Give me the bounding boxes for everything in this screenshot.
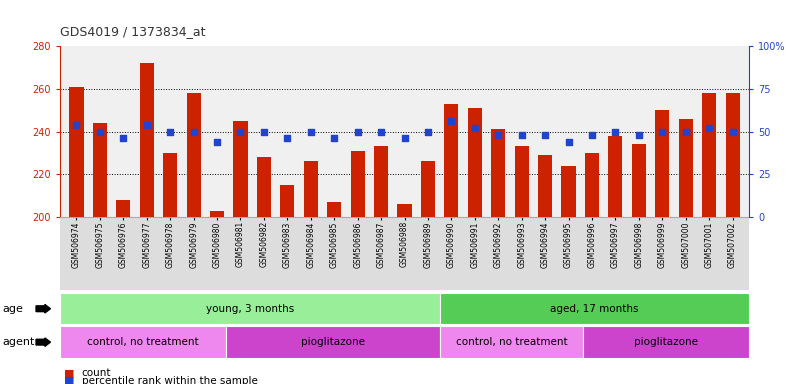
Bar (327, 202, 341, 217)
Bar (562, 166, 576, 217)
Text: young, 3 months: young, 3 months (206, 304, 294, 314)
Bar (257, 157, 271, 217)
Text: count: count (82, 368, 111, 378)
Text: GDS4019 / 1373834_at: GDS4019 / 1373834_at (60, 25, 206, 38)
Bar (233, 121, 248, 217)
Point (187, 128, 200, 135)
Bar (514, 146, 529, 217)
Point (421, 128, 434, 135)
Point (375, 128, 388, 135)
Bar (397, 204, 412, 217)
Bar (351, 151, 364, 217)
Bar (70, 87, 83, 217)
Point (304, 128, 317, 135)
Bar (374, 146, 388, 217)
Bar (678, 119, 693, 217)
Bar (280, 185, 295, 217)
Bar (304, 161, 318, 217)
Point (469, 125, 481, 131)
Bar (421, 161, 435, 217)
Text: ■: ■ (64, 368, 74, 378)
Text: ■: ■ (64, 376, 74, 384)
Bar (187, 93, 201, 217)
Point (656, 128, 669, 135)
Bar (632, 144, 646, 217)
Point (562, 139, 575, 145)
Point (586, 132, 598, 138)
Point (234, 128, 247, 135)
Point (94, 128, 107, 135)
Bar (445, 104, 458, 217)
Bar (608, 136, 622, 217)
Point (351, 128, 364, 135)
Bar (116, 200, 131, 217)
Text: percentile rank within the sample: percentile rank within the sample (82, 376, 258, 384)
Bar (655, 110, 670, 217)
Point (727, 128, 739, 135)
Text: control, no treatment: control, no treatment (87, 337, 199, 347)
Bar (468, 108, 482, 217)
Text: agent: agent (2, 337, 34, 347)
Point (140, 122, 153, 128)
Point (163, 128, 176, 135)
Bar (210, 210, 224, 217)
Text: control, no treatment: control, no treatment (456, 337, 567, 347)
Point (633, 132, 646, 138)
Bar (538, 155, 552, 217)
Point (609, 128, 622, 135)
Point (398, 135, 411, 141)
Point (515, 132, 528, 138)
Point (70, 122, 83, 128)
Point (679, 128, 692, 135)
Bar (726, 93, 739, 217)
Bar (491, 129, 505, 217)
Bar (702, 93, 716, 217)
Bar (585, 153, 599, 217)
Text: aged, 17 months: aged, 17 months (550, 304, 638, 314)
Bar (139, 63, 154, 217)
Point (117, 135, 130, 141)
Bar (93, 123, 107, 217)
Text: pioglitazone: pioglitazone (301, 337, 365, 347)
Point (492, 132, 505, 138)
Point (281, 135, 294, 141)
Bar (163, 153, 177, 217)
Text: pioglitazone: pioglitazone (634, 337, 698, 347)
Point (445, 118, 458, 124)
Point (257, 128, 270, 135)
Point (539, 132, 552, 138)
Point (211, 139, 223, 145)
Point (702, 125, 715, 131)
Point (328, 135, 340, 141)
Text: age: age (2, 304, 23, 314)
